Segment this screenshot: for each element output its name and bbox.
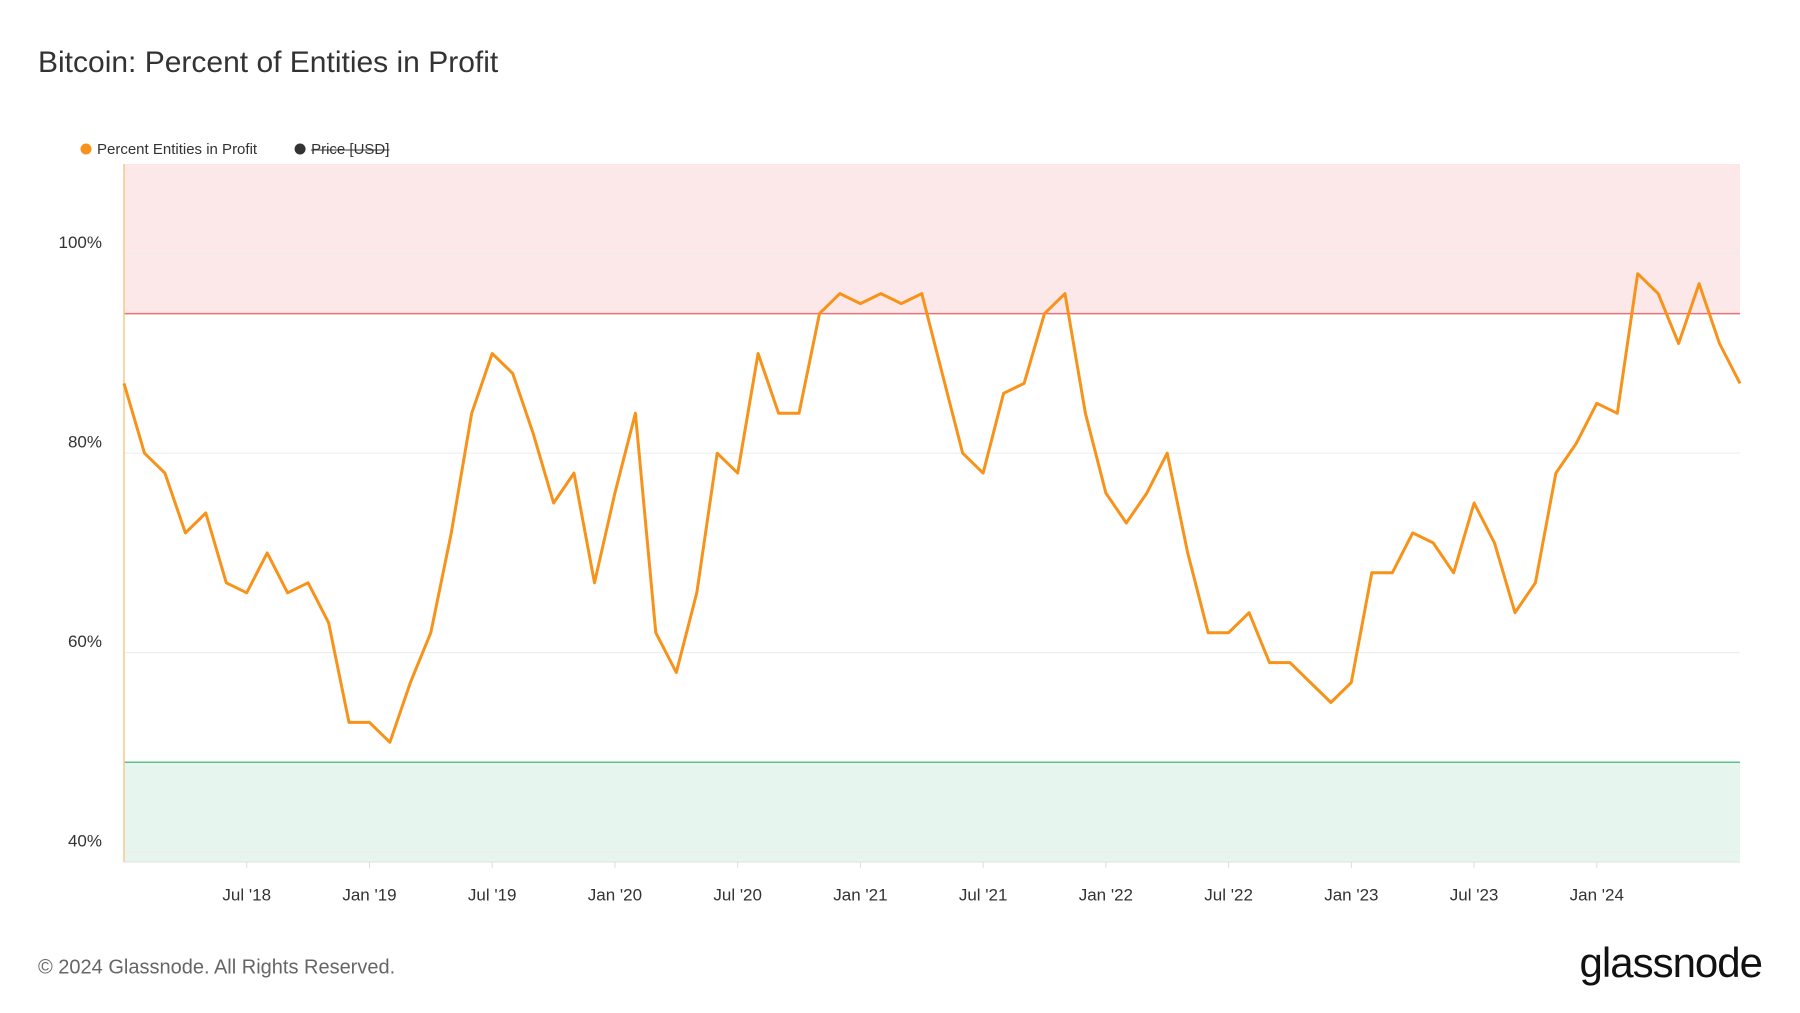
line-series (122, 272, 1742, 744)
y-tick-label: 80% (68, 433, 102, 452)
copyright: © 2024 Glassnode. All Rights Reserved. (38, 956, 395, 978)
lower-band (124, 762, 1740, 862)
x-tick-label: Jan '21 (833, 885, 887, 904)
x-tick-label: Jan '22 (1079, 885, 1133, 904)
x-tick-label: Jul '20 (713, 885, 762, 904)
y-tick-label: 100% (59, 233, 102, 252)
legend-label: Price [USD] (311, 141, 389, 158)
legend-swatch (80, 143, 92, 155)
x-tick-label: Jan '19 (342, 885, 396, 904)
x-tick-label: Jan '24 (1570, 885, 1624, 904)
upper-band (124, 164, 1740, 314)
y-tick-label: 60% (68, 632, 102, 651)
y-tick-label: 40% (68, 832, 102, 851)
logo: glassnode (1580, 939, 1762, 986)
legend-swatch (294, 143, 306, 155)
chart-title: Bitcoin: Percent of Entities in Profit (38, 46, 499, 79)
x-tick-label: Jul '23 (1450, 885, 1499, 904)
x-tick-label: Jul '21 (959, 885, 1008, 904)
x-tick-label: Jul '22 (1204, 885, 1253, 904)
x-tick-label: Jul '18 (222, 885, 271, 904)
x-tick-label: Jan '20 (588, 885, 642, 904)
legend-label: Percent Entities in Profit (97, 141, 258, 158)
x-tick-label: Jul '19 (468, 885, 517, 904)
x-tick-label: Jan '23 (1324, 885, 1378, 904)
